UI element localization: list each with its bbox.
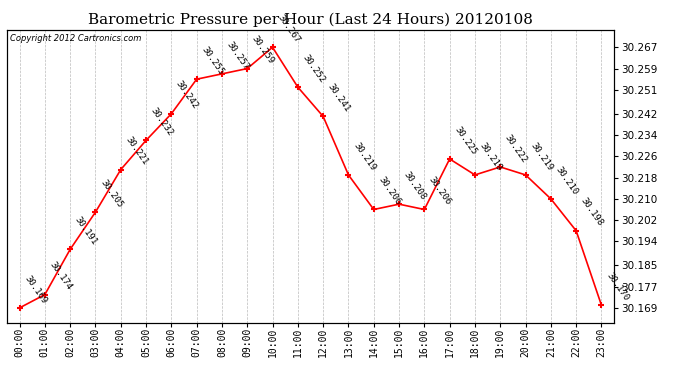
- Text: 30.225: 30.225: [453, 124, 478, 156]
- Text: 30.259: 30.259: [250, 34, 276, 66]
- Text: 30.169: 30.169: [22, 273, 48, 305]
- Text: 30.174: 30.174: [48, 260, 74, 292]
- Text: 30.219: 30.219: [477, 141, 504, 172]
- Text: 30.255: 30.255: [199, 45, 226, 76]
- Text: 30.232: 30.232: [149, 106, 175, 138]
- Text: 30.206: 30.206: [377, 175, 402, 207]
- Text: 30.267: 30.267: [275, 13, 302, 45]
- Text: 30.208: 30.208: [402, 170, 428, 201]
- Text: 30.221: 30.221: [124, 135, 150, 167]
- Text: 30.242: 30.242: [174, 80, 200, 111]
- Text: 30.191: 30.191: [73, 215, 99, 247]
- Text: 30.219: 30.219: [351, 141, 377, 172]
- Title: Barometric Pressure per Hour (Last 24 Hours) 20120108: Barometric Pressure per Hour (Last 24 Ho…: [88, 13, 533, 27]
- Text: 30.198: 30.198: [579, 196, 605, 228]
- Text: 30.205: 30.205: [98, 178, 124, 209]
- Text: 30.170: 30.170: [604, 271, 630, 303]
- Text: 30.206: 30.206: [427, 175, 453, 207]
- Text: Copyright 2012 Cartronics.com: Copyright 2012 Cartronics.com: [10, 34, 141, 44]
- Text: 30.222: 30.222: [503, 133, 529, 164]
- Text: 30.252: 30.252: [301, 53, 326, 84]
- Text: 30.219: 30.219: [529, 141, 554, 172]
- Text: 30.257: 30.257: [225, 39, 250, 71]
- Text: 30.210: 30.210: [553, 165, 580, 196]
- Text: 30.241: 30.241: [326, 82, 352, 114]
